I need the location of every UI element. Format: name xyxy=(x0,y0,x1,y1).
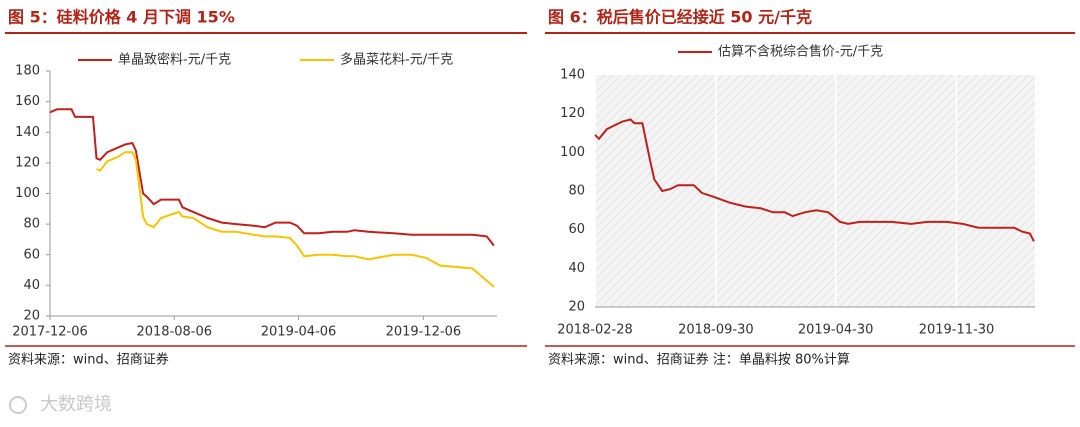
y-tick-label: 60 xyxy=(568,222,585,237)
y-tick-label: 20 xyxy=(23,309,40,324)
legend-label: 单晶致密料-元/千克 xyxy=(118,52,231,68)
y-tick-label: 60 xyxy=(23,247,40,262)
y-tick-label: 180 xyxy=(15,64,40,79)
x-tick-label: 2019-04-30 xyxy=(798,323,874,338)
y-tick-label: 80 xyxy=(568,184,585,199)
watermark: 大数跨境 xyxy=(40,394,112,415)
x-tick-label: 2019-04-06 xyxy=(261,325,337,340)
x-tick-label: 2019-12-06 xyxy=(386,325,462,340)
plot-background xyxy=(595,75,1035,307)
y-tick-label: 120 xyxy=(15,155,40,170)
series-line xyxy=(96,151,495,288)
chart-title: 图 5：硅料价格 4 月下调 15% xyxy=(8,8,235,27)
y-tick-label: 100 xyxy=(560,145,585,160)
legend-label: 估算不含税综合售价-元/千克 xyxy=(718,44,883,60)
x-tick-label: 2018-02-28 xyxy=(557,323,633,338)
x-tick-label: 2017-12-06 xyxy=(12,325,88,340)
x-tick-label: 2018-09-30 xyxy=(678,323,754,338)
y-tick-label: 40 xyxy=(23,278,40,293)
source-note: 资料来源：wind、招商证券 注：单晶料按 80%计算 xyxy=(548,352,850,368)
x-tick-label: 2018-08-06 xyxy=(136,325,212,340)
y-tick-label: 20 xyxy=(568,300,585,315)
x-tick-label: 2019-11-30 xyxy=(919,323,995,338)
source-note: 资料来源：wind、招商证券 xyxy=(8,352,169,368)
y-tick-label: 100 xyxy=(15,186,40,201)
y-tick-label: 40 xyxy=(568,261,585,276)
y-tick-label: 80 xyxy=(23,217,40,232)
chart-title: 图 6：税后售价已经接近 50 元/千克 xyxy=(548,8,812,27)
y-tick-label: 140 xyxy=(15,125,40,140)
series-line xyxy=(49,108,495,247)
legend-label: 多晶菜花料-元/千克 xyxy=(340,52,453,68)
series-line xyxy=(594,118,1035,242)
y-tick-label: 120 xyxy=(560,106,585,121)
y-tick-label: 160 xyxy=(15,94,40,109)
y-tick-label: 140 xyxy=(560,68,585,83)
watermark-icon xyxy=(9,396,27,414)
